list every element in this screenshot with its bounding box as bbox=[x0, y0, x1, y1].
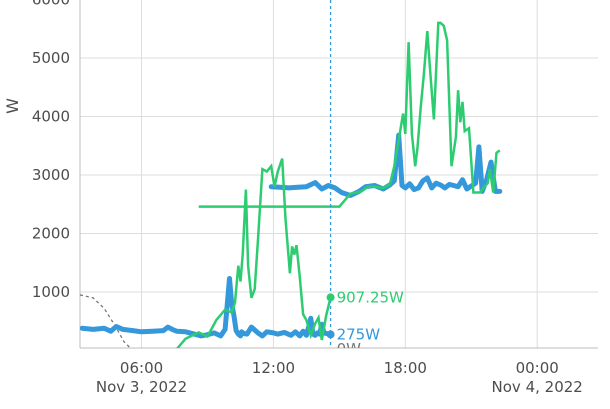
y-tick-label: 3000 bbox=[32, 166, 70, 184]
green-value-dot bbox=[326, 293, 335, 302]
green-series-line bbox=[176, 158, 332, 348]
y-tick-label: 1000 bbox=[32, 283, 70, 301]
blue-value-label: 275W bbox=[337, 325, 381, 343]
y-tick-label: 6000 bbox=[32, 0, 70, 9]
gray-series-line bbox=[80, 294, 132, 348]
green-series-line bbox=[198, 21, 501, 208]
x-tick-label: 12:00 bbox=[252, 359, 295, 377]
x-tick-label: 18:00 bbox=[384, 359, 427, 377]
x-tick-label: 06:00 bbox=[120, 359, 163, 377]
blue-value-dot bbox=[326, 330, 335, 339]
y-tick-label: 2000 bbox=[32, 225, 70, 243]
gray-value-label: 0W bbox=[337, 340, 362, 358]
x-tick-date-label: Nov 3, 2022 bbox=[96, 378, 187, 396]
green-value-label: 907.25W bbox=[337, 288, 404, 306]
blue-series-line bbox=[80, 276, 334, 339]
y-axis-label: W bbox=[3, 98, 22, 114]
y-tick-label: 4000 bbox=[32, 108, 70, 126]
x-tick-label: 00:00 bbox=[516, 359, 559, 377]
y-tick-label: 5000 bbox=[32, 49, 70, 67]
x-tick-date-label: Nov 4, 2022 bbox=[492, 378, 583, 396]
